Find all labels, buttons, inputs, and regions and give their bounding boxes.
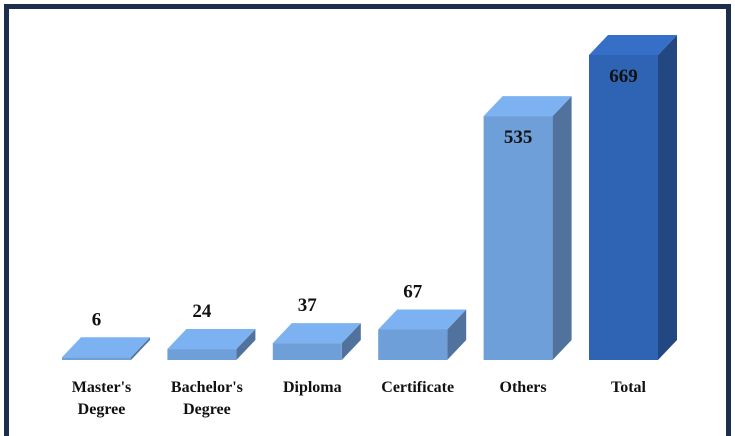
bar-top [378, 309, 467, 330]
bar-top [62, 337, 150, 358]
bar-top [167, 329, 256, 350]
bar-front [167, 349, 237, 360]
data-label: 37 [298, 295, 318, 316]
bar-side [658, 35, 677, 360]
bar-front [483, 116, 553, 360]
bar-top [272, 323, 361, 344]
bar-front [272, 343, 342, 360]
bar-top [589, 35, 677, 55]
bar [167, 329, 256, 360]
x-tick-label-line: Bachelor's [171, 379, 243, 396]
x-tick-label-line: Master's [72, 379, 132, 396]
x-tick-label-line: Degree [78, 401, 126, 418]
x-tick-label: Total [611, 379, 647, 396]
bar [272, 323, 361, 360]
x-tick-label: Bachelor's Degree [171, 379, 243, 418]
x-tick-label: Diploma [283, 379, 342, 396]
bar-side [131, 337, 150, 360]
x-tick-label-line: Degree [183, 401, 231, 418]
data-label: 669 [609, 66, 638, 87]
bar-top [483, 96, 572, 117]
bar-front [62, 357, 131, 360]
data-label: 535 [504, 127, 533, 148]
data-label: 24 [192, 301, 212, 322]
data-label: 67 [403, 281, 423, 302]
bar-side [236, 329, 256, 360]
bar-side [447, 309, 467, 360]
bar [589, 35, 677, 360]
x-tick-label: Master's Degree [72, 379, 132, 418]
x-tick-label: Certificate [381, 379, 454, 396]
data-label: 6 [92, 309, 102, 330]
bar [378, 309, 467, 360]
bar [483, 96, 572, 360]
x-tick-label: Others [500, 379, 547, 396]
bar-front [589, 55, 658, 360]
bar-front [378, 329, 448, 360]
bar-side [552, 96, 572, 360]
bar-side [341, 323, 361, 360]
bar [62, 337, 150, 360]
